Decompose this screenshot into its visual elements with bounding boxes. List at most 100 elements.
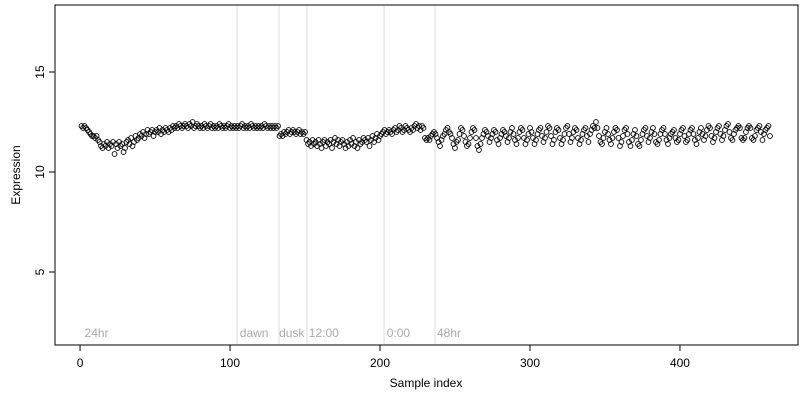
- data-point: [420, 125, 427, 131]
- data-point: [695, 135, 701, 141]
- data-point: [366, 143, 373, 149]
- data-point: [551, 137, 557, 143]
- data-point: [119, 141, 125, 147]
- data-point: [573, 127, 580, 133]
- data-point: [449, 135, 455, 141]
- data-point: [492, 129, 499, 135]
- data-point: [566, 131, 572, 137]
- data-point: [506, 135, 512, 141]
- x-tick-label: 200: [370, 356, 390, 370]
- y-axis-label: Expression: [9, 145, 23, 204]
- data-point: [329, 145, 335, 151]
- annotation: 12:00: [309, 326, 339, 340]
- data-point: [684, 137, 691, 143]
- data-point: [603, 125, 610, 131]
- data-point: [660, 125, 667, 131]
- data-point: [302, 129, 308, 135]
- data-point: [681, 133, 688, 139]
- data-point: [189, 119, 196, 125]
- data-point: [636, 143, 643, 149]
- data-point: [578, 137, 584, 143]
- data-point: [477, 141, 484, 147]
- data-point: [638, 137, 644, 143]
- data-point: [593, 119, 599, 125]
- annotation: 0:00: [387, 326, 411, 340]
- data-point: [515, 135, 521, 141]
- x-axis-label: Sample index: [390, 376, 463, 390]
- data-point: [318, 145, 325, 151]
- data-point: [594, 125, 601, 131]
- data-point: [633, 133, 640, 139]
- data-point: [608, 141, 614, 147]
- data-point: [752, 133, 758, 139]
- annotation: dusk: [279, 326, 305, 340]
- data-point: [759, 137, 766, 143]
- data-point: [537, 125, 544, 131]
- data-point: [528, 129, 535, 135]
- data-point: [437, 143, 443, 149]
- data-point: [680, 125, 686, 131]
- data-point: [729, 137, 736, 143]
- data-point: [452, 145, 458, 151]
- data-point: [726, 129, 733, 135]
- data-point: [767, 133, 773, 139]
- data-point: [675, 137, 682, 143]
- data-point: [533, 137, 539, 143]
- data-point: [614, 127, 620, 133]
- data-point: [741, 135, 748, 141]
- annotation: 24hr: [85, 326, 109, 340]
- data-point: [707, 125, 713, 131]
- data-point: [495, 141, 502, 147]
- data-point: [716, 123, 722, 129]
- data-point: [720, 133, 727, 139]
- data-point: [656, 137, 662, 143]
- data-point: [623, 125, 629, 131]
- data-point: [513, 141, 520, 147]
- data-point: [128, 135, 134, 141]
- data-point: [629, 137, 635, 143]
- data-point: [122, 145, 128, 151]
- data-point: [560, 137, 566, 143]
- data-point: [582, 125, 589, 131]
- data-point: [624, 131, 631, 137]
- data-point: [618, 139, 625, 145]
- data-point: [609, 135, 616, 141]
- data-point: [698, 125, 704, 131]
- data-point: [476, 147, 482, 153]
- data-point: [737, 125, 743, 131]
- data-point: [467, 135, 473, 141]
- data-point: [461, 133, 467, 139]
- data-point: [555, 127, 562, 133]
- data-point: [543, 129, 550, 135]
- data-point: [459, 127, 466, 133]
- data-point: [473, 135, 479, 141]
- data-point: [585, 139, 592, 145]
- data-point: [725, 121, 731, 127]
- y-tick-label: 5: [33, 268, 47, 275]
- data-point: [596, 133, 602, 139]
- data-point: [564, 123, 571, 129]
- data-point: [591, 125, 598, 131]
- data-point: [350, 135, 356, 141]
- data-point: [711, 135, 718, 141]
- data-point: [615, 135, 622, 141]
- data-point: [111, 151, 118, 157]
- data-point: [765, 123, 772, 129]
- data-point: [599, 141, 605, 147]
- x-tick-label: 0: [77, 356, 84, 370]
- data-point: [548, 133, 554, 139]
- data-point: [665, 141, 671, 147]
- data-point: [671, 127, 677, 133]
- data-point: [642, 125, 649, 131]
- data-point: [510, 131, 517, 137]
- data-point: [693, 141, 700, 147]
- data-point: [509, 125, 515, 131]
- data-point: [471, 127, 478, 133]
- y-tick-label: 15: [33, 65, 47, 79]
- data-point: [747, 125, 754, 131]
- data-point: [275, 123, 281, 129]
- annotation: 48hr: [437, 326, 461, 340]
- data-point: [647, 135, 653, 141]
- data-point: [569, 135, 575, 141]
- data-point: [651, 131, 658, 137]
